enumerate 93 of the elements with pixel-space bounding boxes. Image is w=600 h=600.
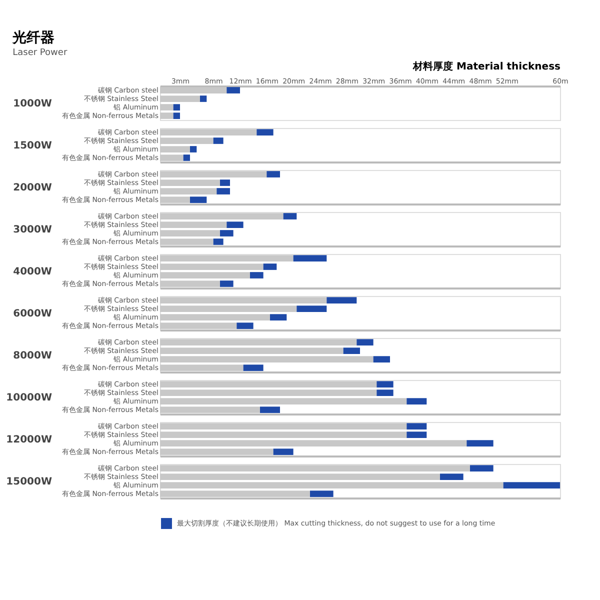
bar — [160, 104, 174, 110]
bar — [376, 381, 394, 388]
bar — [293, 255, 327, 262]
bar — [310, 490, 334, 497]
bar — [160, 297, 327, 304]
bar — [243, 364, 264, 371]
y-axis-title: 15000W — [6, 476, 52, 488]
bar — [466, 440, 494, 446]
bar — [160, 196, 190, 203]
bar — [160, 465, 470, 472]
y-axis-title: 3000W — [13, 224, 52, 236]
bar — [160, 230, 220, 236]
bar — [440, 474, 464, 480]
y-axis-title: 1000W — [13, 98, 52, 110]
bar — [226, 222, 244, 228]
bar — [160, 171, 267, 178]
y-axis-title: 8000W — [13, 350, 52, 362]
bar — [226, 87, 240, 94]
bar — [283, 213, 297, 220]
bar — [160, 264, 264, 270]
bar — [173, 104, 180, 110]
bar — [160, 138, 214, 144]
y-axis-title: 12000W — [6, 434, 52, 446]
bar — [160, 129, 257, 136]
bar — [160, 322, 237, 329]
bar — [160, 255, 294, 262]
text: Laser Power — [12, 48, 68, 58]
bar — [406, 398, 427, 404]
bar — [190, 196, 207, 203]
bar — [406, 432, 427, 438]
bar — [406, 423, 427, 430]
bar — [160, 213, 284, 220]
bar — [160, 222, 227, 228]
bar — [160, 280, 220, 287]
y-axis-title: 1500W — [13, 140, 52, 152]
bar — [160, 314, 270, 320]
y-axis-title: 2000W — [13, 182, 52, 194]
bar — [183, 154, 190, 161]
bar — [160, 390, 377, 396]
bar — [260, 406, 280, 413]
bar — [173, 112, 180, 119]
bar — [160, 440, 467, 446]
bar — [343, 348, 360, 354]
bar — [160, 146, 190, 152]
bar — [160, 339, 357, 346]
bar — [373, 356, 390, 362]
bar — [263, 264, 277, 270]
bar — [160, 348, 344, 354]
bar — [213, 238, 224, 245]
bar — [160, 238, 214, 245]
bar — [160, 272, 250, 278]
bar — [220, 230, 234, 236]
bar — [270, 314, 287, 320]
bar — [160, 112, 174, 119]
bar — [160, 154, 184, 161]
bar — [216, 188, 230, 194]
bar — [190, 146, 197, 152]
bar — [160, 381, 377, 388]
bar — [160, 490, 310, 497]
bar — [236, 322, 254, 329]
bar — [160, 188, 217, 194]
bar — [356, 339, 374, 346]
bar — [160, 398, 407, 404]
bar — [256, 129, 274, 136]
bar — [220, 280, 234, 287]
y-axis-title: 4000W — [13, 266, 52, 278]
bar — [200, 96, 207, 102]
bar — [213, 138, 224, 144]
bar — [160, 448, 274, 455]
bar — [160, 406, 260, 413]
bar — [266, 171, 280, 178]
bar — [160, 482, 504, 488]
bar — [160, 364, 244, 371]
bar — [160, 474, 440, 480]
bar — [160, 180, 220, 186]
bar — [376, 390, 394, 396]
bar — [160, 306, 297, 312]
bar — [470, 465, 494, 472]
bar — [296, 306, 327, 312]
bar — [160, 432, 407, 438]
bar — [220, 180, 230, 186]
bar — [160, 356, 374, 362]
bar — [273, 448, 294, 455]
bar — [250, 272, 264, 278]
y-axis-title: 6000W — [13, 308, 52, 320]
bar — [503, 482, 560, 488]
bar — [326, 297, 357, 304]
bar — [160, 96, 200, 102]
bar — [160, 423, 407, 430]
text: 光纤器 — [12, 30, 55, 46]
y-axis-title: 10000W — [6, 392, 52, 404]
x-axis-title: 材料厚度 Material thickness — [412, 60, 561, 72]
bar — [160, 87, 227, 94]
